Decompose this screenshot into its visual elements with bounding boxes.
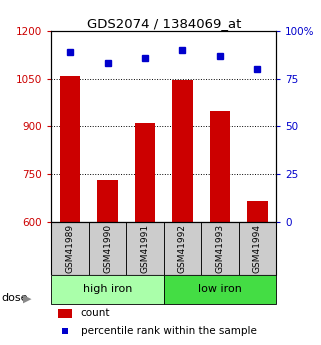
Bar: [60, 76, 80, 222]
Bar: [164, 222, 201, 275]
Text: GSM41993: GSM41993: [215, 224, 224, 273]
Text: percentile rank within the sample: percentile rank within the sample: [81, 326, 256, 336]
Text: high iron: high iron: [83, 285, 132, 295]
Text: GSM41994: GSM41994: [253, 224, 262, 273]
Bar: [97, 180, 118, 222]
Bar: [51, 222, 89, 275]
Bar: [164, 275, 276, 304]
Bar: [210, 110, 230, 222]
Bar: [89, 222, 126, 275]
Text: GSM41992: GSM41992: [178, 224, 187, 273]
Text: low iron: low iron: [198, 285, 242, 295]
Text: GSM41989: GSM41989: [65, 224, 74, 273]
Text: count: count: [81, 308, 110, 318]
Text: GSM41991: GSM41991: [141, 224, 150, 273]
Text: dose: dose: [2, 294, 28, 303]
Bar: [172, 80, 193, 222]
Text: GSM41990: GSM41990: [103, 224, 112, 273]
Bar: [135, 123, 155, 222]
Bar: [247, 201, 268, 222]
Bar: [126, 222, 164, 275]
Bar: [239, 222, 276, 275]
Title: GDS2074 / 1384069_at: GDS2074 / 1384069_at: [87, 17, 241, 30]
Bar: [51, 275, 164, 304]
Bar: [201, 222, 239, 275]
Text: ▶: ▶: [23, 294, 31, 303]
Bar: [58, 308, 72, 318]
